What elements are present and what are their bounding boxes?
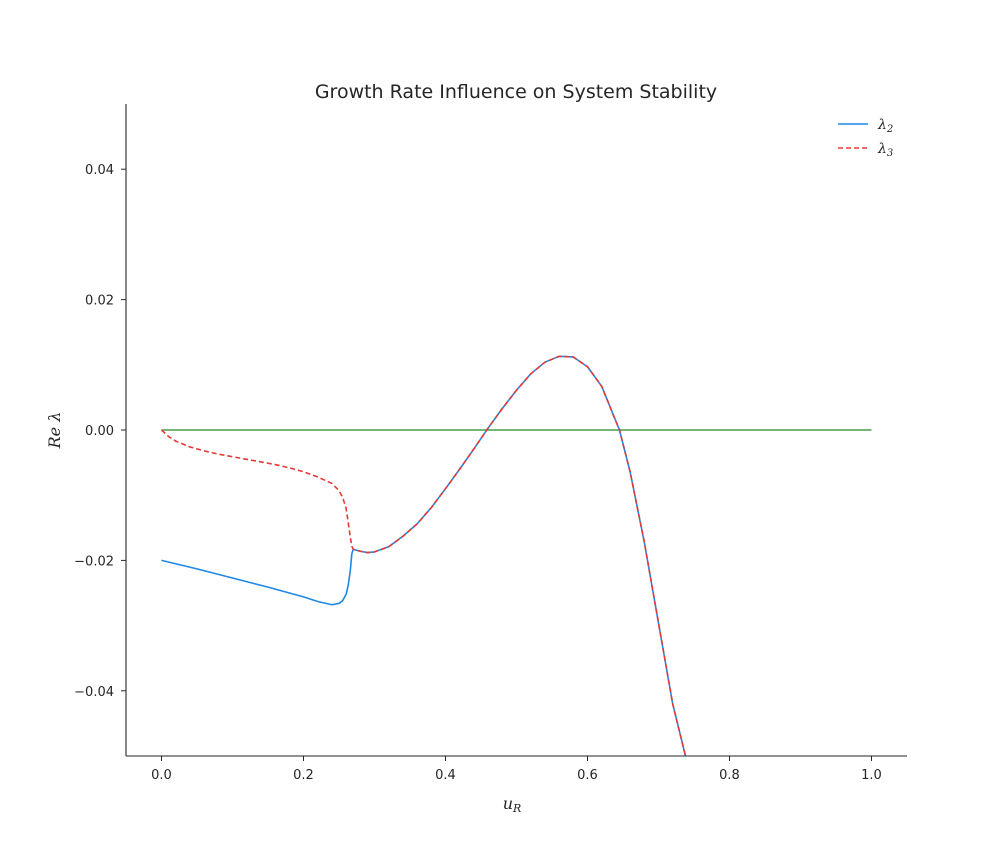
- series-line-1: [160, 355, 687, 757]
- x-ticks: 0.0 0.2 0.4 0.6 0.8 1.0: [151, 756, 882, 783]
- legend-label-lambda3-sub: 3: [887, 148, 893, 159]
- x-axis-label: uR: [503, 794, 522, 815]
- legend-label-lambda2-main: λ: [877, 117, 887, 133]
- x-tick-label: 0.2: [293, 768, 314, 783]
- legend-label-lambda2: λ2: [877, 117, 893, 135]
- legend-label-lambda3: λ3: [877, 141, 893, 159]
- y-tick-label: −0.02: [74, 554, 114, 569]
- x-tick-label: 0.6: [577, 768, 598, 783]
- legend-label-lambda3-main: λ: [877, 141, 887, 157]
- y-ticks: −0.04 −0.02 0.00 0.02 0.04: [74, 163, 126, 700]
- y-axis-label: Re λ: [45, 412, 64, 450]
- x-tick-label: 0.0: [151, 768, 172, 783]
- legend-label-lambda2-sub: 2: [886, 124, 893, 135]
- x-tick-label: 1.0: [861, 768, 882, 783]
- y-tick-label: −0.04: [74, 685, 114, 700]
- x-tick-label: 0.8: [719, 768, 740, 783]
- x-tick-label: 0.4: [435, 768, 456, 783]
- y-tick-label: 0.04: [85, 163, 114, 178]
- y-tick-label: 0.00: [85, 424, 114, 439]
- legend: λ2 λ3: [838, 117, 893, 159]
- y-tick-label: 0.02: [85, 294, 114, 309]
- chart-title: Growth Rate Influence on System Stabilit…: [315, 81, 717, 103]
- plot-lines: [160, 355, 872, 757]
- series-line-0: [161, 355, 687, 757]
- x-axis-label-sub: R: [512, 802, 521, 815]
- x-axis-label-main: u: [503, 794, 513, 813]
